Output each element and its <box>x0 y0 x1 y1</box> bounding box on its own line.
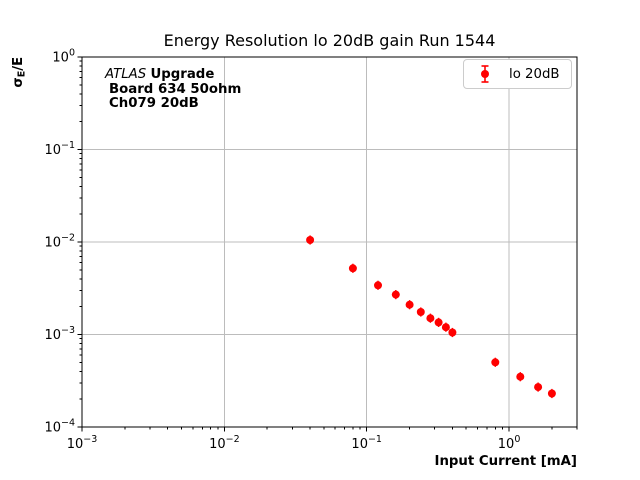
data-point <box>534 383 543 392</box>
data-series <box>306 235 556 399</box>
data-point <box>306 236 315 244</box>
data-point <box>416 308 425 316</box>
y-axis-label-sigma: σ <box>10 77 26 88</box>
x-tick-label: 10−3 <box>67 434 98 452</box>
annotation-line-2: Board 634 50ohm <box>109 81 242 97</box>
axis-ticks <box>77 56 578 432</box>
data-point <box>448 328 457 337</box>
x-tick-label: 10−1 <box>351 434 382 452</box>
y-tick-label: 10−4 <box>44 418 75 436</box>
y-tick-label: 100 <box>52 48 75 66</box>
x-tick-label: 100 <box>498 434 521 452</box>
annotation-block: ATLAS Upgrade Board 634 50ohm Ch079 20dB <box>105 67 242 112</box>
data-point <box>491 358 500 367</box>
data-point <box>426 314 435 323</box>
y-tick-label: 10−2 <box>44 233 75 251</box>
data-point <box>441 323 450 332</box>
plot-border <box>81 56 578 428</box>
data-point <box>348 264 357 273</box>
y-axis-label: σE/E <box>11 42 28 102</box>
y-axis-label-rest: /E <box>10 56 26 71</box>
annotation-atlas: ATLAS <box>105 67 147 82</box>
y-tick-label: 10−1 <box>44 140 75 158</box>
annotation-line-1: ATLAS Upgrade <box>105 67 241 83</box>
legend-errorbar-icon <box>481 65 489 83</box>
x-tick-label: 10−2 <box>209 434 240 452</box>
chart-title: Energy Resolution lo 20dB gain Run 1544 <box>163 31 496 50</box>
legend-label: lo 20dB <box>509 66 560 82</box>
annotation-line-3: Ch079 20dB <box>109 96 199 112</box>
data-point <box>405 300 414 309</box>
data-point <box>391 290 400 299</box>
gridlines <box>81 56 577 428</box>
data-point <box>434 318 443 327</box>
data-point <box>516 372 525 381</box>
y-axis-label-subscript: E <box>16 70 28 78</box>
x-axis-label: Input Current [mA] <box>434 454 578 469</box>
legend: lo 20dB <box>463 59 572 89</box>
data-point <box>547 389 556 398</box>
data-point <box>374 281 382 290</box>
y-tick-label: 10−3 <box>44 325 75 343</box>
annotation-upgrade: Upgrade <box>150 67 215 82</box>
